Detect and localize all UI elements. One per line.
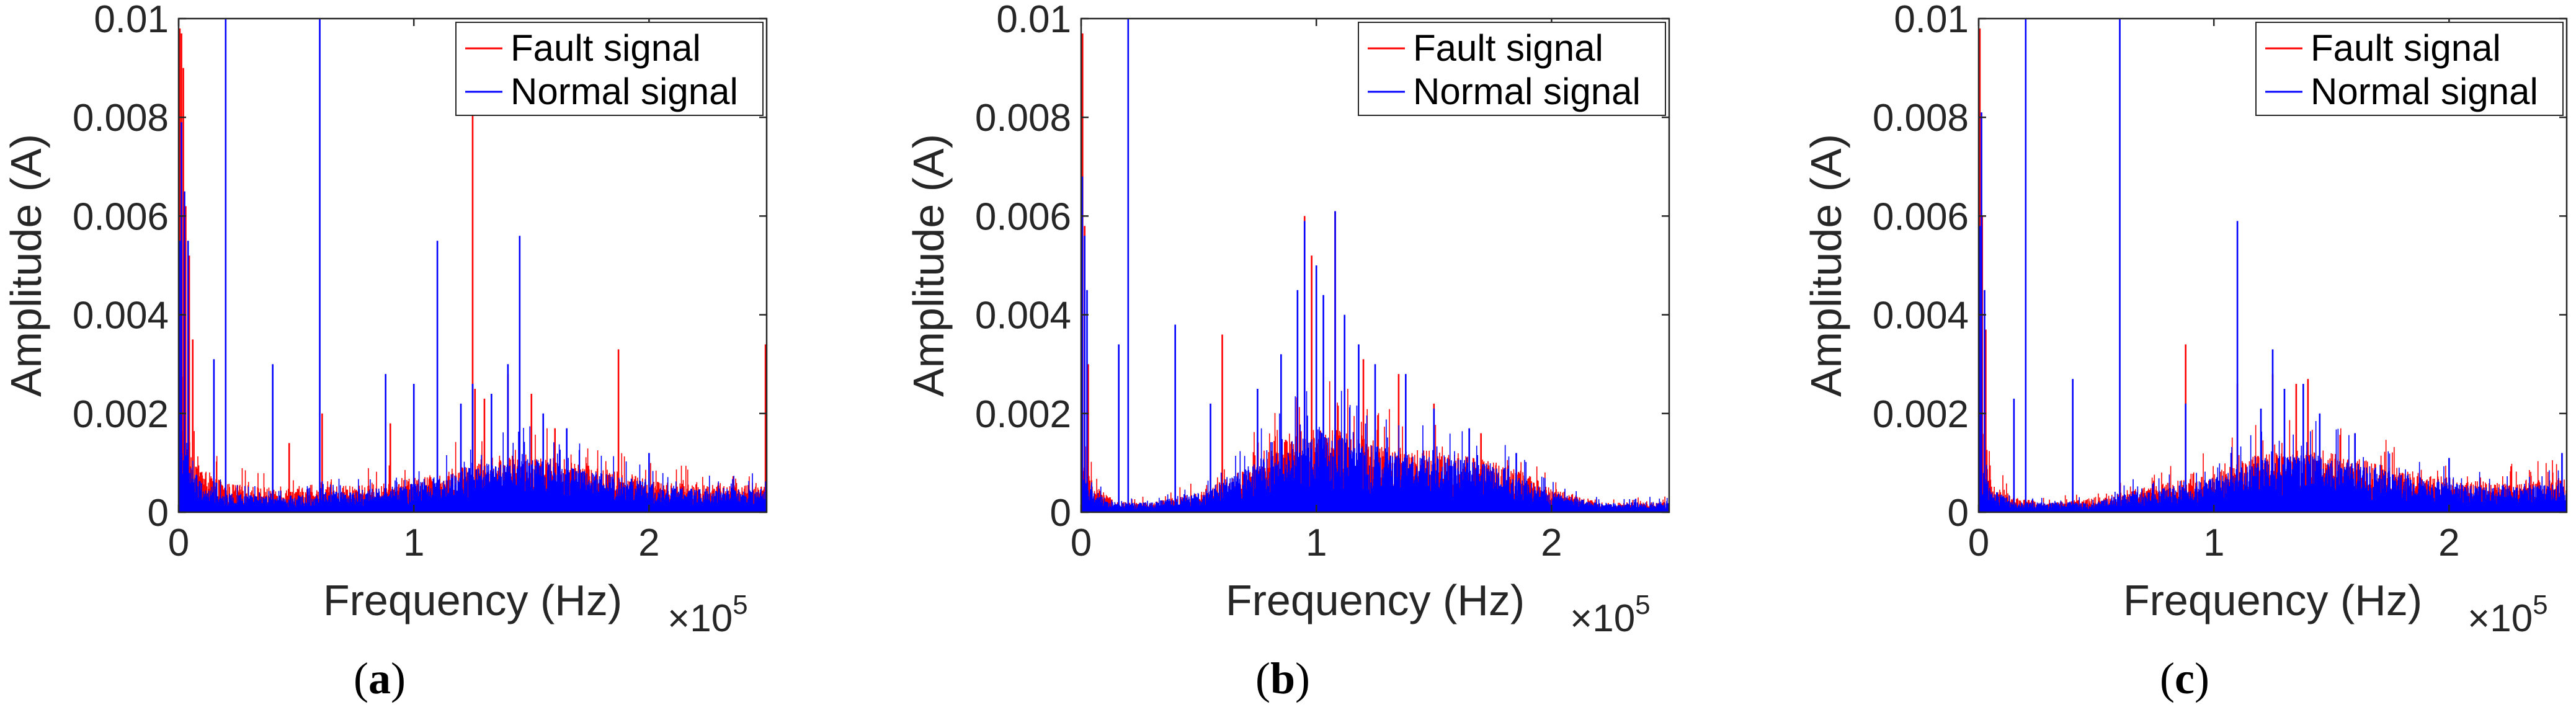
x-axis-label: Frequency (Hz) xyxy=(1226,576,1525,624)
x-tick-label: 0 xyxy=(1968,522,1989,564)
y-tick-label: 0.008 xyxy=(975,97,1071,140)
axes-box-b xyxy=(1080,17,1670,513)
y-tick-label: 0.006 xyxy=(73,195,169,238)
y-tick-label: 0.01 xyxy=(996,0,1071,41)
x-tick-label: 1 xyxy=(2203,522,2224,564)
x-tick-label: 2 xyxy=(638,522,659,564)
x-axis-label: Frequency (Hz) xyxy=(2123,576,2422,624)
y-tick-label: 0.01 xyxy=(94,0,169,41)
y-axis-label: Amplitude (A) xyxy=(904,134,953,397)
series-b-normal xyxy=(1081,19,1669,512)
y-tick-label: 0.006 xyxy=(1873,195,1969,238)
x-tick-label: 1 xyxy=(1306,522,1327,564)
y-tick-label: 0.004 xyxy=(1873,295,1969,337)
legend-entry: Normal signal xyxy=(1413,71,1641,112)
y-tick-label: 0.006 xyxy=(975,195,1071,238)
legend-box xyxy=(2255,22,2564,116)
x-exponent-label: ×105 xyxy=(2467,590,2548,640)
y-tick-label: 0.002 xyxy=(975,393,1071,436)
axes-box-a xyxy=(177,17,768,513)
panel-caption-b: (b) xyxy=(1255,654,1310,703)
x-tick-label: 2 xyxy=(2438,522,2459,564)
y-tick-label: 0.004 xyxy=(975,295,1071,337)
x-tick-label: 0 xyxy=(168,522,189,564)
x-axis-label: Frequency (Hz) xyxy=(323,576,622,624)
legend-entry: Fault signal xyxy=(2311,27,2501,69)
y-tick-label: 0.002 xyxy=(1873,393,1969,436)
y-tick-label: 0 xyxy=(1050,492,1071,535)
legend-box xyxy=(1358,22,1666,116)
y-tick-label: 0.004 xyxy=(73,295,169,337)
x-exponent-label: ×105 xyxy=(667,590,748,640)
panel-caption-a: (a) xyxy=(354,654,406,703)
x-exponent-label: ×105 xyxy=(1570,590,1651,640)
series-a-normal xyxy=(179,19,767,512)
panel-a: 0 0.002 0.004 0.006 0.008 0.01 0 1 2 Frequency (H… xyxy=(2,0,768,703)
y-axis-label: Amplitude (A) xyxy=(2,134,50,397)
y-tick-label: 0.01 xyxy=(1894,0,1969,41)
y-tick-label: 0.008 xyxy=(73,97,169,140)
legend-entry: Normal signal xyxy=(510,71,738,112)
panel-c: 0 0.002 0.004 0.006 0.008 0.01 0 1 2 Frequency (H… xyxy=(1802,0,2568,703)
axes-box-c xyxy=(1977,17,2568,513)
y-tick-label: 0 xyxy=(1948,492,1969,535)
y-tick-label: 0.002 xyxy=(73,393,169,436)
legend-box xyxy=(455,22,764,116)
y-axis-label: Amplitude (A) xyxy=(1802,134,1850,397)
legend-entry: Fault signal xyxy=(1413,27,1603,69)
x-tick-label: 0 xyxy=(1071,522,1092,564)
x-tick-label: 2 xyxy=(1541,522,1562,564)
y-tick-label: 0.008 xyxy=(1873,97,1969,140)
x-tick-label: 1 xyxy=(403,522,424,564)
legend-entry: Normal signal xyxy=(2311,71,2538,112)
y-tick-label: 0 xyxy=(148,492,169,535)
panel-caption-c: (c) xyxy=(2160,654,2209,703)
panel-b: 0 0.002 0.004 0.006 0.008 0.01 0 1 2 Frequency (H… xyxy=(904,0,1670,703)
legend-entry: Fault signal xyxy=(510,27,701,69)
